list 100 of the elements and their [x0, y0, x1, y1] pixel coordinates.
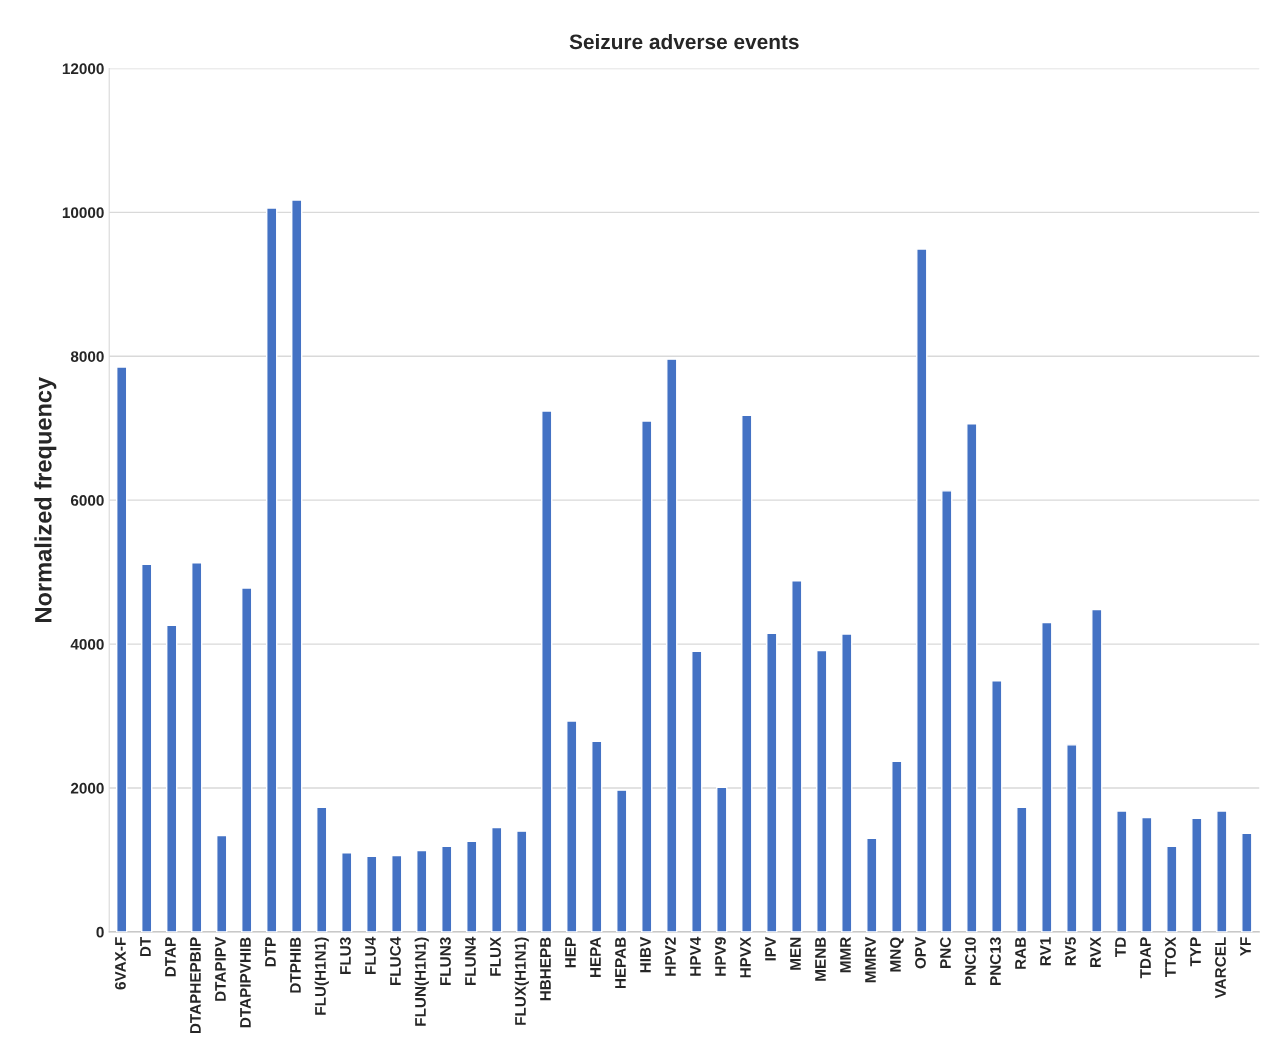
- bar: [566, 720, 578, 932]
- x-tick-label: DTAPHEPBIP: [190, 937, 201, 1034]
- y-tick-label: 8000: [70, 351, 104, 362]
- x-tick-label: FLUN3: [440, 937, 451, 985]
- y-tick-label: 6000: [70, 495, 104, 506]
- x-tick-label: TTOX: [1165, 936, 1176, 978]
- x-tick-label: MENB: [815, 937, 826, 981]
- bar: [216, 834, 228, 932]
- bar: [666, 358, 678, 932]
- x-tick-label: PNC: [940, 937, 951, 968]
- bar: [991, 680, 1003, 932]
- bar: [491, 826, 503, 932]
- bar: [941, 490, 953, 932]
- bar: [391, 854, 403, 932]
- y-tick-label: 10000: [62, 207, 104, 219]
- y-tick-label: 12000: [62, 63, 104, 75]
- bar: [191, 562, 203, 932]
- bar: [1216, 810, 1228, 932]
- bar: [441, 845, 453, 932]
- bar: [1116, 810, 1128, 932]
- bar: [791, 580, 803, 932]
- x-tick-label: FLU3: [340, 937, 351, 974]
- bar: [116, 366, 128, 932]
- bar: [1166, 845, 1178, 932]
- y-axis-title: Normalized frequency: [34, 376, 57, 622]
- x-tick-label: RV1: [1040, 937, 1051, 966]
- x-tick-label: DTPHIB: [290, 937, 301, 993]
- x-tick-label: HEPA: [590, 937, 601, 978]
- bar: [1066, 744, 1078, 932]
- x-tick-label: DT: [140, 936, 151, 957]
- x-tick-label: FLUC4: [390, 936, 401, 985]
- x-tick-label: TD: [1115, 937, 1126, 957]
- bar: [1041, 621, 1053, 932]
- x-tick-label: DTAPIPVHIB: [240, 937, 251, 1028]
- x-tick-label: FLU(H1N1): [314, 937, 329, 1015]
- bar: [766, 632, 778, 932]
- bar: [816, 649, 828, 932]
- x-tick-label: HPV2: [665, 937, 676, 976]
- x-tick-label: HPV9: [715, 937, 726, 976]
- bar: [1191, 817, 1203, 932]
- x-tick-label: MMRV: [865, 936, 876, 983]
- x-tick-label: RVX: [1090, 936, 1101, 967]
- bar: [541, 410, 553, 932]
- x-tick-label: 6VAX-F: [115, 937, 126, 990]
- x-tick-label: DTP: [265, 937, 276, 967]
- bar: [966, 423, 978, 932]
- bar: [891, 760, 903, 932]
- x-tick-label: VARCEL: [1215, 937, 1226, 999]
- x-tick-label: HPV4: [690, 936, 701, 976]
- x-tick-label: HIBV: [640, 936, 651, 973]
- x-tick-label: YF: [1240, 937, 1251, 957]
- bar: [916, 248, 928, 932]
- x-tick-label: RAB: [1015, 937, 1026, 969]
- bar: [516, 830, 528, 932]
- bar: [641, 420, 653, 932]
- bar: [241, 587, 253, 932]
- x-tick-label: HEPAB: [615, 937, 626, 989]
- x-tick-label: DTAPIPV: [215, 936, 226, 1001]
- bar: [866, 837, 878, 932]
- x-tick-label: RV5: [1065, 937, 1076, 966]
- x-tick-label: PNC10: [965, 937, 976, 985]
- x-tick-label: MEN: [790, 937, 801, 970]
- bar: [341, 852, 353, 932]
- y-tick-label: 2000: [70, 782, 104, 794]
- x-tick-label: FLU4: [365, 936, 376, 974]
- bar: [1091, 608, 1103, 932]
- bar: [716, 786, 728, 932]
- x-tick-label: FLUX(H1N1): [514, 937, 529, 1025]
- bar: [316, 806, 328, 932]
- bar: [741, 414, 753, 932]
- x-tick-label: DTAP: [165, 937, 176, 977]
- bar: [166, 624, 178, 932]
- bar: [1141, 816, 1153, 932]
- bar: [141, 563, 153, 932]
- bar: [416, 849, 428, 932]
- bar: [591, 740, 603, 932]
- x-tick-label: FLUN4: [465, 936, 476, 985]
- x-tick-label: HPVX: [740, 936, 751, 978]
- x-tick-label: HBHEPB: [540, 937, 551, 1001]
- x-tick-label: MMR: [840, 937, 851, 973]
- bar: [466, 840, 478, 932]
- bar: [691, 650, 703, 932]
- bar: [841, 633, 853, 932]
- y-tick-label: 0: [96, 926, 104, 938]
- x-tick-label: PNC13: [990, 937, 1001, 985]
- x-tick-label: OPV: [915, 936, 926, 969]
- x-tick-label: TYP: [1190, 937, 1201, 967]
- x-tick-label: FLUX: [490, 936, 501, 976]
- x-tick-label: TDAP: [1140, 937, 1151, 979]
- x-tick-label: FLUN(H1N1): [414, 937, 429, 1026]
- bar: [266, 207, 278, 932]
- chart-title: Seizure adverse events: [569, 33, 799, 50]
- y-tick-label: 4000: [70, 638, 104, 650]
- bar: [1241, 832, 1253, 932]
- bar: [366, 855, 378, 932]
- bar: [1016, 806, 1028, 932]
- x-tick-label: HEP: [565, 937, 576, 968]
- bar: [291, 199, 303, 932]
- x-tick-label: MNQ: [890, 937, 904, 972]
- x-tick-label: IPV: [765, 936, 776, 961]
